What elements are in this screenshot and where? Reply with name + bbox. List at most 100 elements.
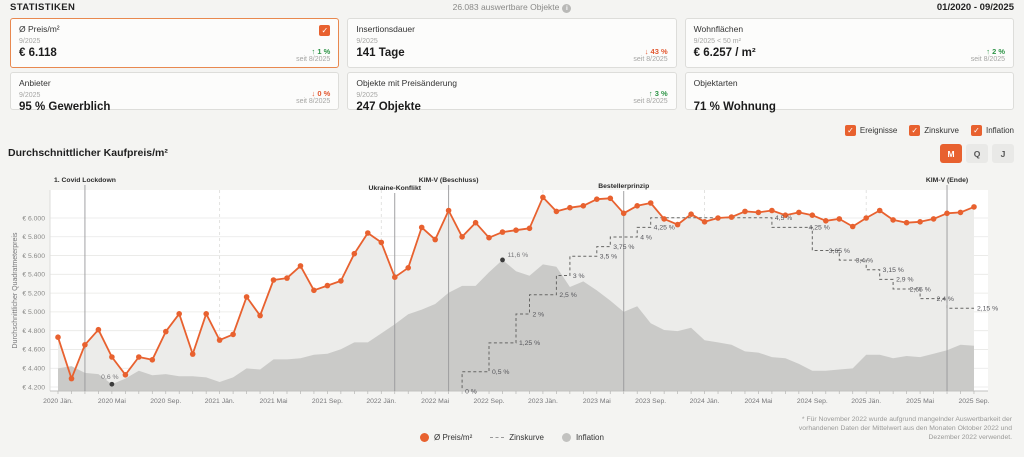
kpi-title: Objektarten: [693, 78, 738, 88]
svg-text:0,5 %: 0,5 %: [492, 369, 509, 376]
svg-text:3,75 %: 3,75 %: [613, 244, 634, 251]
checkbox-checked-icon: ✓: [970, 125, 982, 136]
kpi-title: Objekte mit Preisänderung: [356, 78, 457, 88]
kpi-value: 141 Tage: [356, 47, 405, 59]
button-monthly[interactable]: M: [940, 144, 962, 163]
svg-text:€ 4.800: € 4.800: [22, 328, 45, 335]
svg-text:Bestellerprinzip: Bestellerprinzip: [598, 183, 649, 190]
svg-text:€ 5.800: € 5.800: [22, 234, 45, 241]
kpi-date: 9/2025: [19, 38, 41, 45]
kpi-trend: ↑ 1 % seit 8/2025: [296, 47, 331, 63]
svg-text:2,65 %: 2,65 %: [910, 286, 931, 293]
svg-text:3,5 %: 3,5 %: [600, 254, 617, 261]
svg-text:2022 Sep.: 2022 Sep.: [474, 398, 505, 405]
kpi-card-objektarten[interactable]: Objektarten 71 % Wohnung: [684, 72, 1014, 113]
svg-text:2025 Jän.: 2025 Jän.: [851, 398, 881, 405]
trend-down-icon: ↓: [311, 89, 316, 98]
svg-text:2,5 %: 2,5 %: [559, 292, 576, 299]
svg-text:2020 Jän.: 2020 Jän.: [43, 398, 73, 405]
checkbox-checked-icon: ✓: [909, 125, 921, 136]
kpi-trend: ↓ 43 % seit 8/2025: [633, 47, 668, 63]
svg-text:€ 4.600: € 4.600: [22, 347, 45, 354]
svg-text:€ 5.200: € 5.200: [22, 290, 45, 297]
button-quarterly[interactable]: Q: [966, 144, 988, 163]
svg-text:€ 5.600: € 5.600: [22, 253, 45, 260]
kpi-date: [694, 92, 1005, 100]
svg-text:2 %: 2 %: [532, 311, 544, 318]
kpi-date: 9/2025: [356, 38, 378, 45]
svg-text:3,4 %: 3,4 %: [856, 257, 873, 264]
svg-text:2023 Jän.: 2023 Jän.: [528, 398, 558, 405]
toggle-ereignisse[interactable]: ✓ Ereignisse: [844, 125, 897, 136]
svg-text:€ 4.400: € 4.400: [22, 366, 45, 373]
svg-text:2024 Sep.: 2024 Sep.: [797, 398, 828, 405]
toggle-inflation[interactable]: ✓ Inflation: [970, 125, 1014, 136]
checkbox-checked-icon: ✓: [844, 125, 856, 136]
trend-up-icon: ↑: [648, 89, 653, 98]
svg-text:1,25 %: 1,25 %: [519, 340, 540, 347]
chart-title: Durchschnittlicher Kaufpreis/m²: [8, 147, 168, 159]
svg-text:2,4 %: 2,4 %: [937, 296, 954, 303]
kpi-trend: ↑ 2 % seit 8/2025: [970, 47, 1005, 63]
toggle-zinskurve[interactable]: ✓ Zinskurve: [909, 125, 959, 136]
svg-text:2023 Sep.: 2023 Sep.: [635, 398, 666, 405]
svg-text:KIM-V (Beschluss): KIM-V (Beschluss): [419, 177, 479, 184]
kpi-card-wohnflaechen[interactable]: Wohnflächen 9/2025 < 50 m² € 6.257 / m² …: [684, 18, 1014, 68]
button-yearly[interactable]: J: [992, 144, 1014, 163]
kpi-card-preisaenderung[interactable]: Objekte mit Preisänderung 9/2025 247 Obj…: [347, 72, 677, 113]
legend-item-preis[interactable]: Ø Preis/m²: [420, 433, 472, 442]
kpi-title: Wohnflächen: [693, 24, 744, 34]
svg-text:2021 Jän.: 2021 Jän.: [205, 398, 235, 405]
svg-text:2,15 %: 2,15 %: [977, 306, 998, 313]
chart-series-toggles: ✓ Ereignisse ✓ Zinskurve ✓ Inflation: [844, 125, 1014, 136]
kpi-value: € 6.257 / m²: [693, 47, 756, 59]
svg-text:0 %: 0 %: [465, 388, 477, 395]
kpi-value: 247 Objekte: [356, 101, 421, 113]
svg-text:4,25 %: 4,25 %: [809, 225, 830, 232]
chart-footnote: * Für November 2022 wurde aufgrund mange…: [798, 416, 1012, 442]
svg-text:Ukraine-Konflikt: Ukraine-Konflikt: [369, 185, 422, 192]
kpi-trend: ↑ 3 % seit 8/2025: [633, 89, 668, 105]
dashed-line-icon: [490, 437, 505, 438]
svg-text:2022 Jän.: 2022 Jän.: [366, 398, 396, 405]
svg-text:11,6 %: 11,6 %: [508, 252, 529, 259]
kpi-value: € 6.118: [19, 47, 57, 59]
header-bar: STATISTIKEN 26.083 auswertbare Objekte i …: [0, 0, 1024, 15]
svg-text:2021 Sep.: 2021 Sep.: [312, 398, 343, 405]
price-chart-svg[interactable]: € 6.000 € 5.800 € 5.600 € 5.400 € 5.200 € 5.0…: [0, 170, 1024, 412]
info-icon[interactable]: i: [562, 3, 572, 13]
period-granularity-buttons: M Q J: [940, 144, 1014, 163]
svg-text:2022 Mai: 2022 Mai: [421, 398, 449, 405]
kpi-card-anbieter[interactable]: Anbieter 9/2025 95 % Gewerblich ↓ 0 % se…: [10, 72, 340, 113]
trend-up-icon: ↑: [311, 47, 316, 56]
svg-text:Durchschnittlicher Quadratmete: Durchschnittlicher Quadratmeterpreis: [12, 232, 19, 348]
svg-text:€ 4.200: € 4.200: [22, 384, 45, 391]
kpi-title: Ø Preis/m²: [19, 24, 60, 34]
chart-legend: Ø Preis/m² Zinskurve Inflation: [0, 433, 1024, 442]
kpi-title: Anbieter: [19, 78, 51, 88]
kpi-date: 9/2025 < 50 m²: [693, 38, 741, 45]
svg-text:2020 Sep.: 2020 Sep.: [150, 398, 181, 405]
kpi-value: 71 % Wohnung: [693, 101, 776, 113]
orange-dot-icon: [420, 433, 430, 442]
kpi-card-grid: Ø Preis/m² ✓ 9/2025 € 6.118 ↑ 1 % seit 8…: [10, 18, 1014, 113]
legend-item-zinskurve[interactable]: Zinskurve: [490, 433, 544, 442]
kpi-date: 9/2025: [19, 92, 41, 99]
legend-item-inflation[interactable]: Inflation: [561, 433, 604, 442]
svg-text:0,6 %: 0,6 %: [101, 374, 118, 381]
svg-text:4 %: 4 %: [640, 234, 652, 241]
svg-text:KIM-V (Ende): KIM-V (Ende): [926, 177, 968, 184]
kpi-card-preis[interactable]: Ø Preis/m² ✓ 9/2025 € 6.118 ↑ 1 % seit 8…: [10, 18, 340, 68]
svg-text:1. Covid Lockdown: 1. Covid Lockdown: [54, 177, 116, 184]
trend-up-icon: ↑: [986, 47, 990, 56]
kpi-title: Insertionsdauer: [356, 24, 415, 34]
svg-text:4,25 %: 4,25 %: [654, 225, 675, 232]
svg-text:2025 Mai: 2025 Mai: [906, 398, 934, 405]
date-range: 01/2020 - 09/2025: [936, 2, 1014, 13]
kpi-card-insertionsdauer[interactable]: Insertionsdauer 9/2025 141 Tage ↓ 43 % s…: [347, 18, 677, 68]
svg-text:2020 Mai: 2020 Mai: [98, 398, 126, 405]
svg-text:2024 Mai: 2024 Mai: [744, 398, 772, 405]
page-title: STATISTIKEN: [10, 2, 76, 13]
checkbox-checked-icon[interactable]: ✓: [319, 25, 331, 36]
svg-text:€ 6.000: € 6.000: [22, 215, 45, 222]
